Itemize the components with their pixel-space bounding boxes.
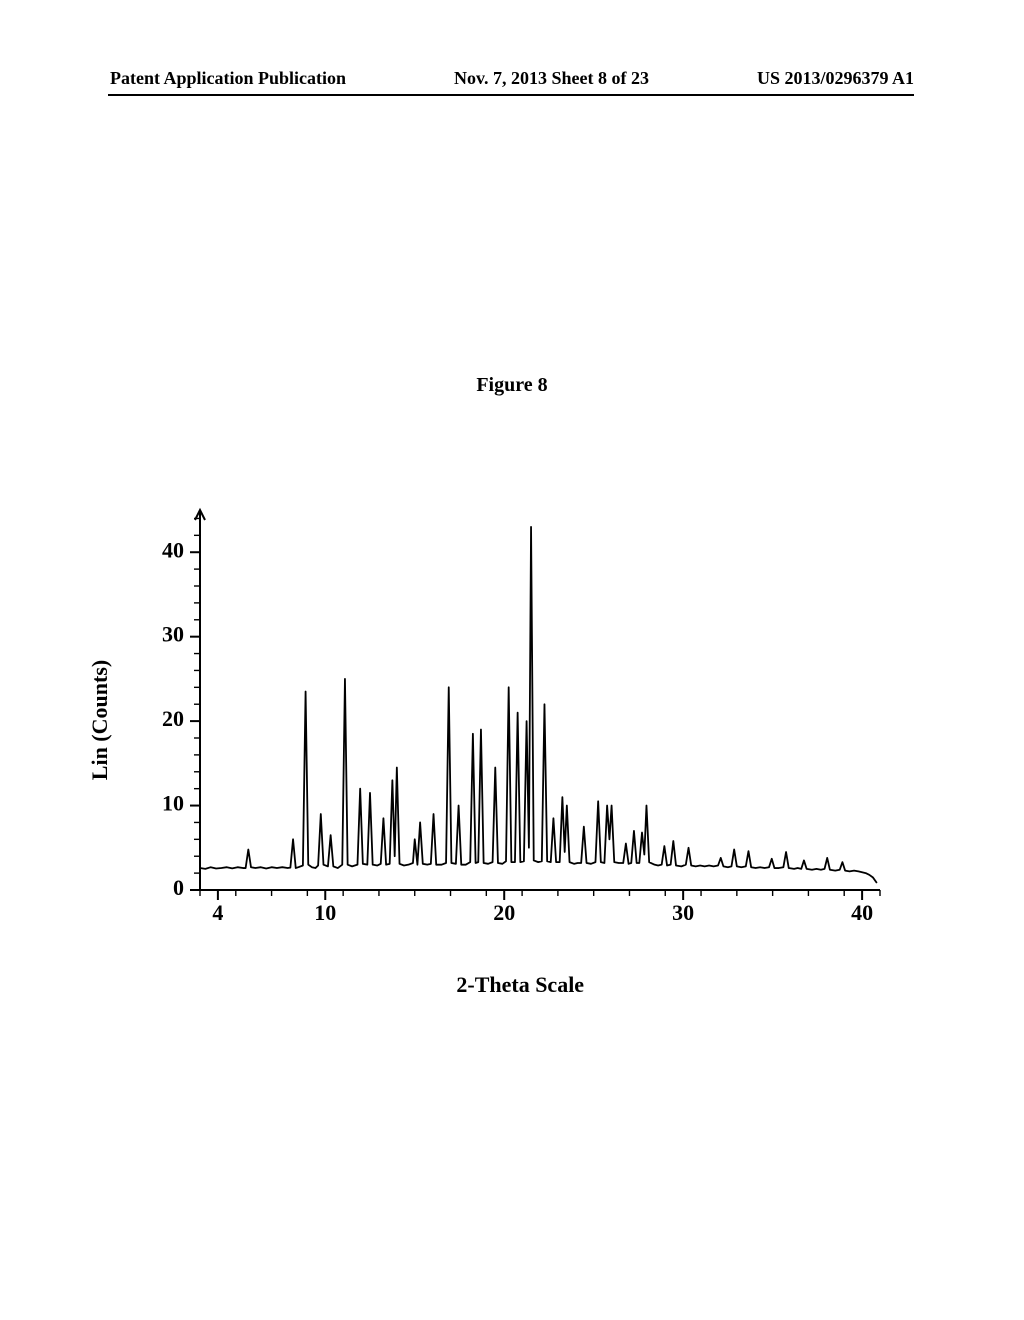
x-axis-label: 2-Theta Scale (456, 972, 584, 998)
svg-text:30: 30 (162, 622, 184, 647)
svg-text:40: 40 (851, 900, 873, 925)
header-line: Patent Application Publication Nov. 7, 2… (0, 68, 1024, 89)
patent-page: Patent Application Publication Nov. 7, 2… (0, 0, 1024, 1320)
header-center: Nov. 7, 2013 Sheet 8 of 23 (454, 68, 649, 89)
svg-text:40: 40 (162, 537, 184, 562)
xrd-chart: Lin (Counts) 410203040010203040 2-Theta … (120, 500, 900, 940)
page-header: Patent Application Publication Nov. 7, 2… (0, 68, 1024, 89)
svg-text:10: 10 (162, 791, 184, 816)
y-axis-label: Lin (Counts) (87, 660, 113, 780)
svg-text:20: 20 (493, 900, 515, 925)
header-right: US 2013/0296379 A1 (757, 68, 914, 89)
header-rule (108, 94, 914, 96)
svg-text:0: 0 (173, 875, 184, 900)
svg-text:20: 20 (162, 706, 184, 731)
svg-text:30: 30 (672, 900, 694, 925)
svg-text:4: 4 (212, 900, 223, 925)
svg-text:10: 10 (314, 900, 336, 925)
chart-svg: 4 10 20 30 40 0 10 20 30 40 (120, 500, 890, 926)
figure-caption: Figure 8 (0, 374, 1024, 397)
header-left: Patent Application Publication (110, 68, 346, 89)
